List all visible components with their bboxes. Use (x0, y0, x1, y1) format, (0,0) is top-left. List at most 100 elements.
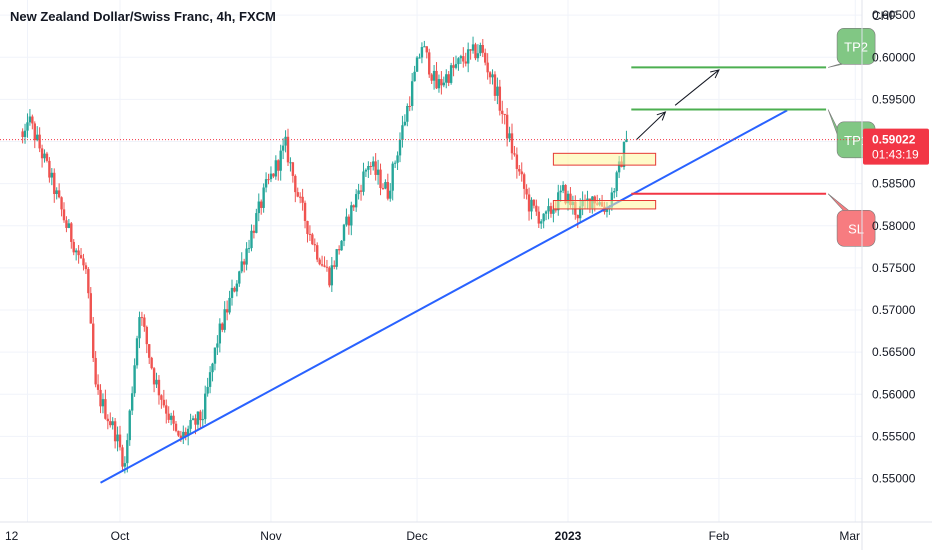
candle-body[interactable] (313, 244, 316, 246)
candle-body[interactable] (435, 70, 438, 89)
candle-body[interactable] (552, 209, 555, 214)
candle-body[interactable] (267, 179, 270, 181)
candle-body[interactable] (354, 194, 358, 208)
candle-body[interactable] (167, 413, 170, 420)
candle-body[interactable] (316, 245, 319, 260)
candle-body[interactable] (291, 162, 295, 176)
candle-body[interactable] (488, 72, 492, 78)
candle-body[interactable] (208, 372, 212, 387)
candle-body[interactable] (381, 187, 385, 189)
candle-body[interactable] (87, 269, 90, 294)
candle-body[interactable] (191, 418, 195, 420)
candle-body[interactable] (165, 405, 168, 414)
candle-body[interactable] (213, 347, 217, 364)
candle-body[interactable] (140, 317, 144, 319)
candle-body[interactable] (247, 248, 251, 250)
candle-body[interactable] (586, 198, 589, 201)
arrow-line[interactable] (674, 69, 720, 106)
candle-body[interactable] (442, 82, 446, 86)
candle-body[interactable] (537, 211, 540, 224)
candle-body[interactable] (182, 431, 185, 439)
candle-body[interactable] (252, 230, 256, 233)
trendline[interactable] (100, 109, 788, 484)
candle-body[interactable] (367, 166, 370, 170)
candle-body[interactable] (415, 57, 419, 72)
candle-body[interactable] (440, 79, 443, 86)
candle-body[interactable] (462, 56, 465, 62)
candle-body[interactable] (510, 133, 514, 154)
candle-body[interactable] (262, 187, 265, 208)
candle-body[interactable] (31, 116, 34, 124)
candle-body[interactable] (425, 46, 428, 53)
candle-body[interactable] (401, 125, 404, 140)
candle-body[interactable] (396, 155, 399, 163)
candle-body[interactable] (374, 161, 377, 175)
candle-body[interactable] (457, 58, 460, 65)
candle-body[interactable] (155, 379, 158, 385)
candle-body[interactable] (221, 323, 224, 330)
candle-body[interactable] (279, 150, 282, 171)
candle-body[interactable] (57, 190, 61, 198)
candle-body[interactable] (106, 418, 110, 422)
candle-body[interactable] (201, 419, 204, 421)
candle-body[interactable] (323, 265, 326, 267)
candle-body[interactable] (340, 240, 343, 251)
candle-body[interactable] (476, 53, 480, 59)
candle-body[interactable] (335, 249, 338, 267)
candle-body[interactable] (70, 223, 73, 242)
candle-body[interactable] (306, 220, 309, 234)
candle-body[interactable] (143, 317, 146, 327)
candle-body[interactable] (466, 49, 470, 64)
candle-body[interactable] (486, 62, 489, 73)
candle-body[interactable] (386, 182, 390, 199)
candles[interactable] (21, 36, 628, 474)
candle-body[interactable] (294, 175, 297, 193)
candle-body[interactable] (126, 440, 129, 464)
candle-body[interactable] (325, 266, 329, 268)
range-zone[interactable] (552, 152, 657, 166)
candle-body[interactable] (561, 184, 565, 191)
candle-body[interactable] (384, 182, 387, 189)
candle-body[interactable] (53, 172, 56, 195)
candle-body[interactable] (128, 410, 131, 441)
candle-body[interactable] (152, 368, 156, 385)
candle-body[interactable] (113, 421, 117, 442)
candle-body[interactable] (459, 56, 463, 59)
candle-body[interactable] (43, 153, 46, 159)
candle-body[interactable] (92, 323, 95, 358)
candle-body[interactable] (432, 70, 436, 81)
candle-body[interactable] (369, 166, 372, 168)
candle-body[interactable] (196, 411, 200, 425)
candle-body[interactable] (542, 213, 545, 222)
candle-body[interactable] (605, 208, 609, 212)
candle-body[interactable] (491, 74, 494, 78)
candle-body[interactable] (508, 133, 511, 139)
candle-body[interactable] (333, 265, 336, 267)
candle-body[interactable] (408, 105, 411, 107)
candle-body[interactable] (389, 190, 392, 199)
candle-body[interactable] (274, 160, 278, 177)
candle-body[interactable] (65, 220, 68, 228)
candle-body[interactable] (104, 399, 107, 419)
candle-body[interactable] (255, 213, 258, 233)
candle-body[interactable] (437, 79, 441, 89)
candle-body[interactable] (184, 431, 187, 436)
candle-body[interactable] (350, 205, 353, 226)
candle-body[interactable] (223, 309, 226, 330)
candle-body[interactable] (452, 65, 455, 68)
candle-body[interactable] (277, 160, 280, 171)
candle-body[interactable] (96, 384, 100, 390)
candle-body[interactable] (101, 399, 105, 407)
candle-body[interactable] (145, 326, 148, 345)
candle-body[interactable] (474, 44, 477, 59)
candle-body[interactable] (357, 190, 360, 195)
candle-body[interactable] (566, 193, 570, 204)
candle-body[interactable] (479, 45, 482, 54)
candle-body[interactable] (148, 344, 151, 358)
candle-body[interactable] (235, 283, 239, 292)
candle-body[interactable] (352, 205, 355, 208)
candle-body[interactable] (320, 264, 324, 266)
candle-body[interactable] (296, 192, 299, 197)
candle-body[interactable] (613, 191, 616, 193)
